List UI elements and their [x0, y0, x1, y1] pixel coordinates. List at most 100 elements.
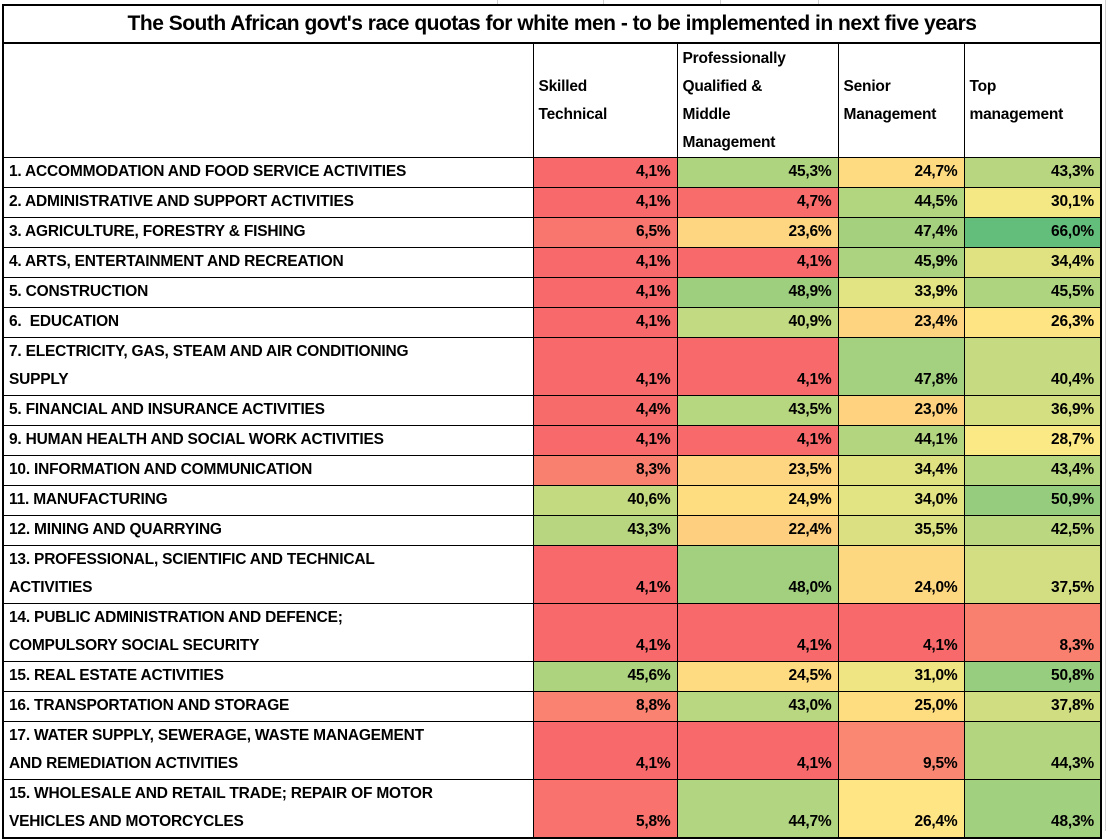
- row-label: 12. MINING AND QUARRYING: [2, 515, 534, 546]
- row-label: 16. TRANSPORTATION AND STORAGE: [2, 691, 534, 722]
- industry-row-2: 2. ADMINISTRATIVE AND SUPPORT ACTIVITIES…: [2, 187, 1102, 218]
- value-cell-top-management: 43,4%: [963, 455, 1102, 486]
- value-cell-top-management: 43,3%: [963, 157, 1102, 188]
- row-label: 5. CONSTRUCTION: [2, 277, 534, 308]
- gridline-stub: [818, 0, 819, 4]
- industry-row-1: 1. ACCOMMODATION AND FOOD SERVICE ACTIVI…: [2, 157, 1102, 188]
- row-label: 1. ACCOMMODATION AND FOOD SERVICE ACTIVI…: [2, 157, 534, 188]
- value-cell-skilled-technical: 4,1%: [532, 721, 678, 780]
- value-cell-top-management: 30,1%: [963, 187, 1102, 218]
- industry-row-6: 6. EDUCATION 4,1% 40,9% 23,4% 26,3%: [2, 307, 1102, 338]
- header-top-management: Top management: [963, 42, 1102, 158]
- value-cell-skilled-technical: 4,1%: [532, 247, 678, 278]
- value-cell-professionally-qualified-middle-management: 23,6%: [676, 217, 839, 248]
- value-cell-professionally-qualified-middle-management: 23,5%: [676, 455, 839, 486]
- value-cell-senior-management: 44,5%: [837, 187, 965, 218]
- value-cell-professionally-qualified-middle-management: 22,4%: [676, 515, 839, 546]
- row-label: 5. FINANCIAL AND INSURANCE ACTIVITIES: [2, 395, 534, 426]
- value-cell-professionally-qualified-middle-management: 4,1%: [676, 721, 839, 780]
- value-cell-top-management: 66,0%: [963, 217, 1102, 248]
- industry-row-9: 9. HUMAN HEALTH AND SOCIAL WORK ACTIVITI…: [2, 425, 1102, 456]
- value-cell-professionally-qualified-middle-management: 24,9%: [676, 485, 839, 516]
- value-cell-top-management: 42,5%: [963, 515, 1102, 546]
- value-cell-professionally-qualified-middle-management: 4,1%: [676, 603, 839, 662]
- value-cell-top-management: 40,4%: [963, 337, 1102, 396]
- row-label: 7. ELECTRICITY, GAS, STEAM AND AIR CONDI…: [2, 337, 534, 396]
- value-cell-senior-management: 34,0%: [837, 485, 965, 516]
- industry-row-17: 17. WATER SUPPLY, SEWERAGE, WASTE MANAGE…: [2, 721, 1102, 780]
- value-cell-professionally-qualified-middle-management: 4,7%: [676, 187, 839, 218]
- industry-row-10: 10. INFORMATION AND COMMUNICATION 8,3% 23,…: [2, 455, 1102, 486]
- value-cell-senior-management: 45,9%: [837, 247, 965, 278]
- row-label: 13. PROFESSIONAL, SCIENTIFIC AND TECHNIC…: [2, 545, 534, 604]
- value-cell-skilled-technical: 4,4%: [532, 395, 678, 426]
- value-cell-skilled-technical: 4,1%: [532, 157, 678, 188]
- value-cell-skilled-technical: 4,1%: [532, 425, 678, 456]
- value-cell-senior-management: 34,4%: [837, 455, 965, 486]
- row-label: 17. WATER SUPPLY, SEWERAGE, WASTE MANAGE…: [2, 721, 534, 780]
- value-cell-skilled-technical: 6,5%: [532, 217, 678, 248]
- value-cell-professionally-qualified-middle-management: 4,1%: [676, 337, 839, 396]
- row-label: 9. HUMAN HEALTH AND SOCIAL WORK ACTIVITI…: [2, 425, 534, 456]
- value-cell-professionally-qualified-middle-management: 45,3%: [676, 157, 839, 188]
- value-cell-skilled-technical: 5,8%: [532, 779, 678, 839]
- value-cell-skilled-technical: 8,3%: [532, 455, 678, 486]
- industry-row-14: 14. PUBLIC ADMINISTRATION AND DEFENCE; C…: [2, 603, 1102, 662]
- header-professionally-qualified: Professionally Qualified & Middle Manage…: [676, 42, 839, 158]
- value-cell-skilled-technical: 4,1%: [532, 277, 678, 308]
- value-cell-skilled-technical: 43,3%: [532, 515, 678, 546]
- value-cell-senior-management: 31,0%: [837, 661, 965, 692]
- header-skilled-technical: Skilled Technical: [532, 42, 678, 158]
- industry-row-3: 3. AGRICULTURE, FORESTRY & FISHING 6,5% 23…: [2, 217, 1102, 248]
- gridline-stub: [1105, 0, 1106, 831]
- row-label: 11. MANUFACTURING: [2, 485, 534, 516]
- value-cell-senior-management: 25,0%: [837, 691, 965, 722]
- value-cell-professionally-qualified-middle-management: 4,1%: [676, 425, 839, 456]
- industry-row-12: 12. MINING AND QUARRYING 43,3% 22,4% 35,5% 4…: [2, 515, 1102, 546]
- value-cell-skilled-technical: 4,1%: [532, 545, 678, 604]
- value-cell-top-management: 8,3%: [963, 603, 1102, 662]
- value-cell-top-management: 34,4%: [963, 247, 1102, 278]
- value-cell-professionally-qualified-middle-management: 44,7%: [676, 779, 839, 839]
- gridline-stub: [497, 0, 498, 4]
- table-title: The South African govt's race quotas for…: [2, 4, 1102, 44]
- industry-row-13: 13. PROFESSIONAL, SCIENTIFIC AND TECHNIC…: [2, 545, 1102, 604]
- value-cell-skilled-technical: 4,1%: [532, 187, 678, 218]
- row-label: 14. PUBLIC ADMINISTRATION AND DEFENCE; C…: [2, 603, 534, 662]
- gridline-stub: [720, 0, 721, 4]
- value-cell-skilled-technical: 45,6%: [532, 661, 678, 692]
- industry-row-5: 5. CONSTRUCTION 4,1% 48,9% 33,9% 45,5%: [2, 277, 1102, 308]
- value-cell-top-management: 48,3%: [963, 779, 1102, 839]
- industry-row-18: 15. WHOLESALE AND RETAIL TRADE; REPAIR O…: [2, 779, 1102, 839]
- value-cell-senior-management: 26,4%: [837, 779, 965, 839]
- value-cell-senior-management: 23,4%: [837, 307, 965, 338]
- industry-row-8: 5. FINANCIAL AND INSURANCE ACTIVITIES 4,4…: [2, 395, 1102, 426]
- industry-row-11: 11. MANUFACTURING 40,6% 24,9% 34,0% 50,9%: [2, 485, 1102, 516]
- header-industry-blank: [2, 42, 534, 158]
- value-cell-senior-management: 33,9%: [837, 277, 965, 308]
- industry-row-15: 15. REAL ESTATE ACTIVITIES 45,6% 24,5% 31,0…: [2, 661, 1102, 692]
- column-header-row: Skilled Technical Professionally Qualifi…: [2, 42, 1102, 158]
- value-cell-top-management: 45,5%: [963, 277, 1102, 308]
- row-label: 3. AGRICULTURE, FORESTRY & FISHING: [2, 217, 534, 248]
- value-cell-top-management: 37,8%: [963, 691, 1102, 722]
- value-cell-top-management: 44,3%: [963, 721, 1102, 780]
- industry-row-7: 7. ELECTRICITY, GAS, STEAM AND AIR CONDI…: [2, 337, 1102, 396]
- value-cell-professionally-qualified-middle-management: 43,5%: [676, 395, 839, 426]
- value-cell-senior-management: 24,0%: [837, 545, 965, 604]
- value-cell-top-management: 50,9%: [963, 485, 1102, 516]
- row-label: 2. ADMINISTRATIVE AND SUPPORT ACTIVITIES: [2, 187, 534, 218]
- value-cell-professionally-qualified-middle-management: 43,0%: [676, 691, 839, 722]
- value-cell-skilled-technical: 4,1%: [532, 307, 678, 338]
- value-cell-skilled-technical: 8,8%: [532, 691, 678, 722]
- value-cell-top-management: 26,3%: [963, 307, 1102, 338]
- row-label: 15. REAL ESTATE ACTIVITIES: [2, 661, 534, 692]
- value-cell-professionally-qualified-middle-management: 40,9%: [676, 307, 839, 338]
- row-label: 6. EDUCATION: [2, 307, 534, 338]
- value-cell-top-management: 36,9%: [963, 395, 1102, 426]
- row-label: 10. INFORMATION AND COMMUNICATION: [2, 455, 534, 486]
- value-cell-senior-management: 44,1%: [837, 425, 965, 456]
- value-cell-senior-management: 23,0%: [837, 395, 965, 426]
- row-label: 4. ARTS, ENTERTAINMENT AND RECREATION: [2, 247, 534, 278]
- value-cell-senior-management: 47,4%: [837, 217, 965, 248]
